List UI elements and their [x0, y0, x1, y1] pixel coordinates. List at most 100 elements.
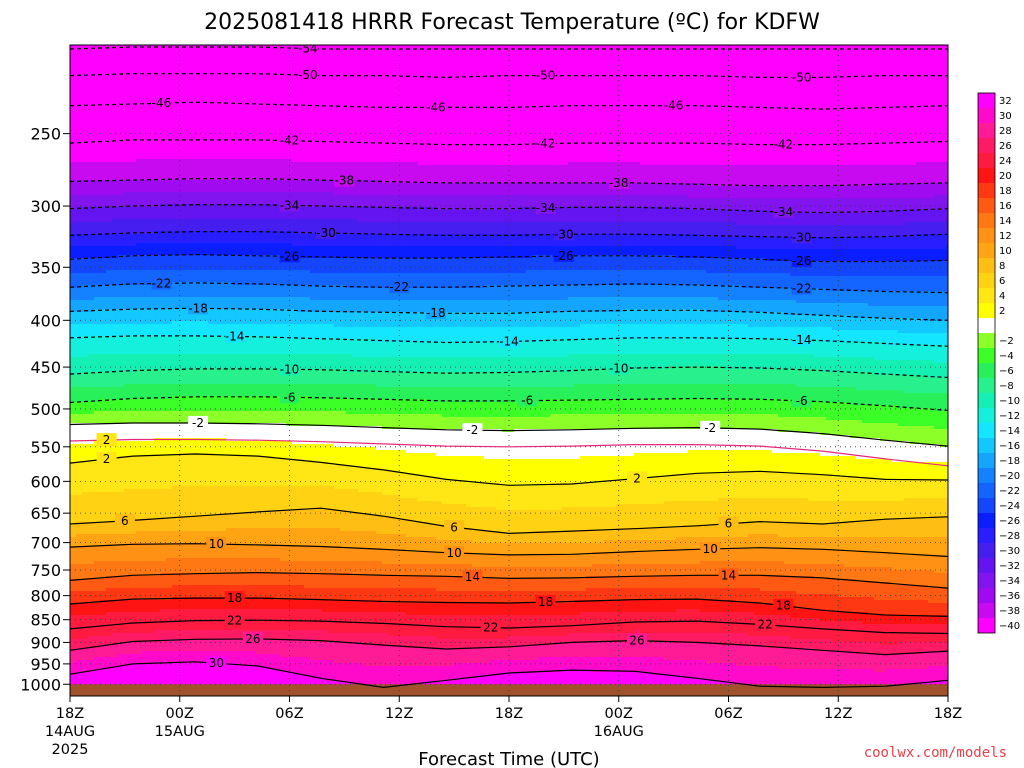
temperature-cell	[94, 678, 101, 682]
temperature-cell	[70, 378, 77, 382]
temperature-cell	[94, 681, 101, 685]
temperature-cell	[70, 498, 77, 502]
temperature-cell	[76, 435, 83, 439]
temperature-cell	[94, 471, 101, 475]
temperature-cell	[70, 126, 77, 130]
temperature-cell	[82, 402, 89, 406]
temperature-cell	[70, 96, 77, 100]
temperature-cell	[88, 237, 95, 241]
temperature-cell	[94, 609, 101, 613]
temperature-cell	[88, 99, 95, 103]
temperature-cell	[70, 201, 77, 205]
temperature-cell	[70, 153, 77, 157]
temperature-cell	[70, 603, 77, 607]
temperature-cell	[94, 384, 101, 388]
temperature-cell	[88, 393, 95, 397]
temperature-cell	[70, 396, 77, 400]
temperature-cell	[88, 408, 95, 412]
temperature-cell	[70, 456, 77, 460]
temperature-cell	[94, 252, 101, 256]
temperature-cell	[88, 120, 95, 124]
temperature-cell	[82, 369, 89, 373]
temperature-cell	[76, 582, 83, 586]
temperature-cell	[82, 621, 89, 625]
temperature-cell	[100, 414, 107, 418]
temperature-cell	[82, 513, 89, 517]
temperature-cell	[94, 153, 101, 157]
temperature-cell	[100, 399, 107, 403]
temperature-cell	[82, 615, 89, 619]
temperature-cell	[76, 348, 83, 352]
temperature-cell	[70, 639, 77, 643]
temperature-cell	[70, 630, 77, 634]
temperature-cell	[94, 174, 101, 178]
temperature-cell	[88, 225, 95, 229]
temperature-cell	[88, 387, 95, 391]
temperature-cell	[100, 111, 107, 115]
temperature-cell	[100, 198, 107, 202]
temperature-cell	[88, 435, 95, 439]
temperature-cell	[70, 600, 77, 604]
temperature-cell	[100, 300, 107, 304]
temperature-cell	[94, 573, 101, 577]
temperature-cell	[76, 624, 83, 628]
temperature-cell	[88, 540, 95, 544]
temperature-cell	[82, 678, 89, 682]
temperature-cell	[76, 399, 83, 403]
temperature-cell	[76, 177, 83, 181]
temperature-cell	[70, 345, 77, 349]
temperature-cell	[94, 228, 101, 232]
temperature-cell	[82, 234, 89, 238]
temperature-cell	[88, 552, 95, 556]
temperature-cell	[94, 180, 101, 184]
temperature-cell	[70, 183, 77, 187]
temperature-cell	[76, 102, 83, 106]
temperature-cell	[94, 390, 101, 394]
temperature-cell	[88, 366, 95, 370]
temperature-cell	[82, 555, 89, 559]
temperature-cell	[100, 153, 107, 157]
temperature-cell	[100, 297, 107, 301]
temperature-cell	[88, 333, 95, 337]
temperature-cell	[88, 180, 95, 184]
temperature-cell	[70, 642, 77, 646]
temperature-cell	[100, 108, 107, 112]
temperature-cell	[70, 474, 77, 478]
temperature-cell	[76, 249, 83, 253]
temperature-cell	[88, 264, 95, 268]
temperature-cell	[76, 339, 83, 343]
temperature-cell	[88, 438, 95, 442]
temperature-cell	[88, 510, 95, 514]
temperature-cell	[82, 318, 89, 322]
temperature-cell	[76, 498, 83, 502]
temperature-cell	[88, 306, 95, 310]
temperature-cell	[76, 114, 83, 118]
temperature-cell	[76, 375, 83, 379]
temperature-cell	[70, 366, 77, 370]
temperature-cell	[76, 243, 83, 247]
temperature-cell	[76, 363, 83, 367]
temperature-cell	[82, 63, 89, 67]
temperature-cell	[94, 72, 101, 76]
temperature-cell	[88, 186, 95, 190]
temperature-cell	[82, 648, 89, 652]
temperature-cell	[88, 222, 95, 226]
temperature-cell	[88, 648, 95, 652]
temperature-cell	[76, 165, 83, 169]
temperature-cell	[94, 489, 101, 493]
temperature-cell	[82, 477, 89, 481]
temperature-cell	[88, 417, 95, 421]
temperature-cell	[76, 390, 83, 394]
temperature-cell	[82, 129, 89, 133]
temperature-cell	[70, 114, 77, 118]
temperature-cell	[76, 138, 83, 142]
temperature-cell	[70, 465, 77, 469]
temperature-cell	[94, 387, 101, 391]
temperature-cell	[88, 402, 95, 406]
temperature-cell	[94, 288, 101, 292]
temperature-cell	[88, 135, 95, 139]
temperature-cell	[76, 552, 83, 556]
temperature-cell	[94, 375, 101, 379]
temperature-cell	[100, 309, 107, 313]
temperature-cell	[70, 93, 77, 97]
